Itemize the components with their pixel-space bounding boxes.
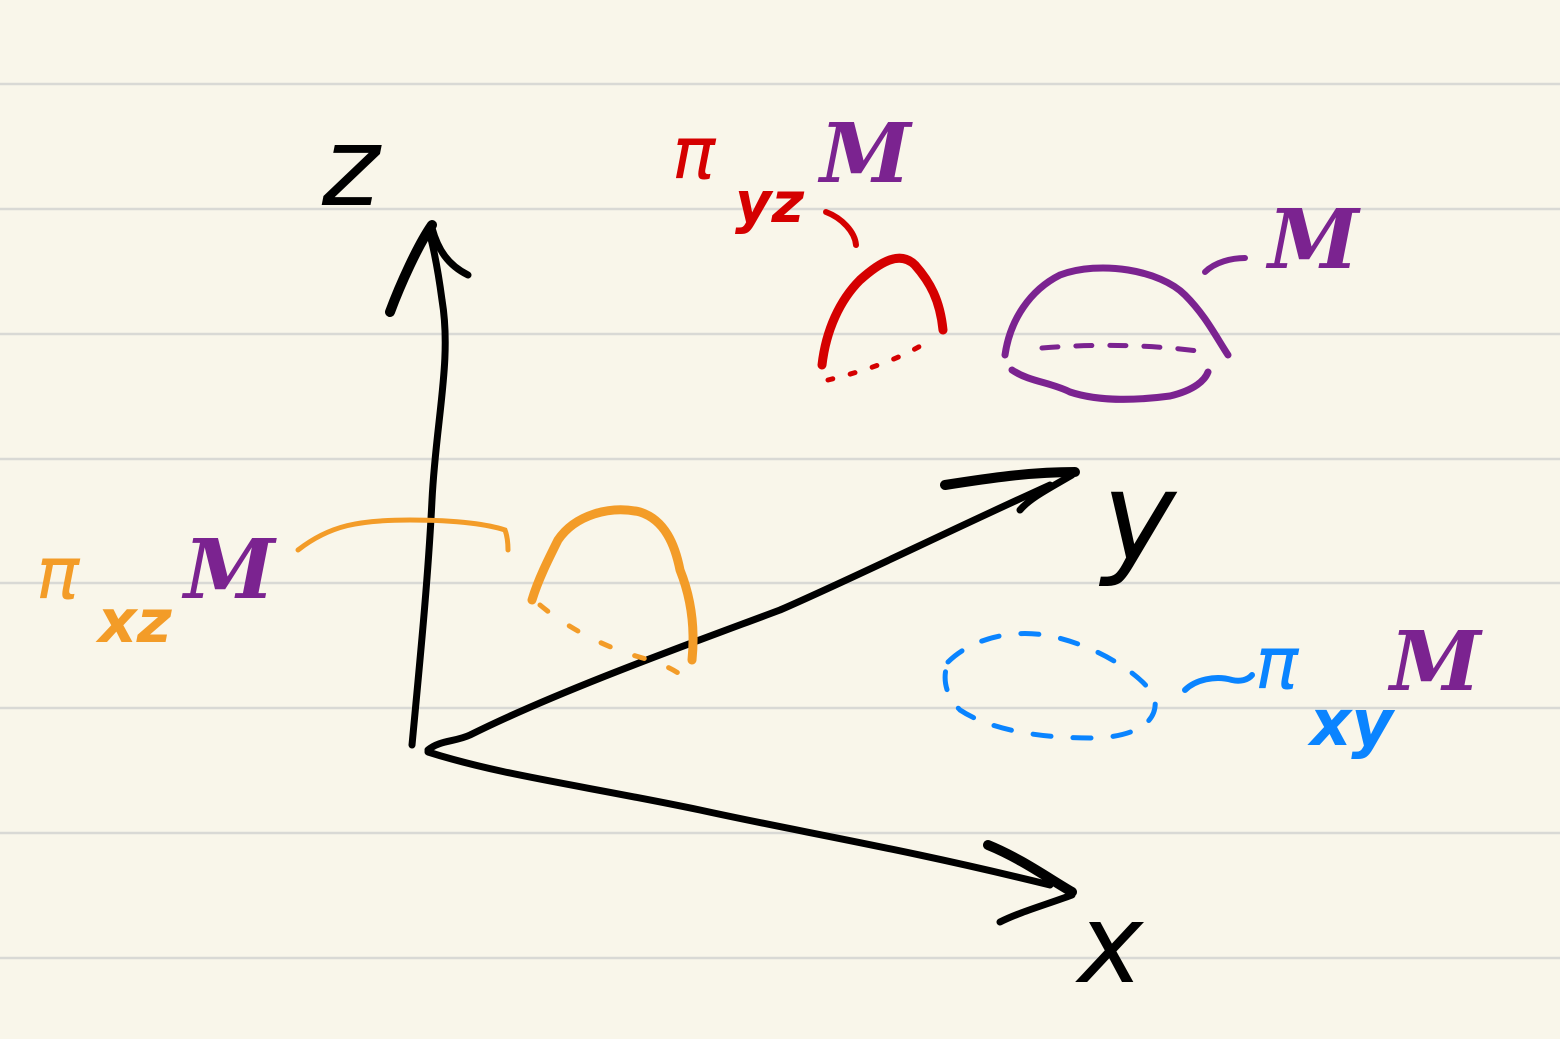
yz-pointer [823, 209, 859, 248]
xy-dashed-ellipse [942, 631, 1158, 741]
yz-label: π yz M [672, 106, 913, 236]
xy-label: π xy M [1255, 614, 1483, 761]
yz-dotted-base [825, 337, 933, 383]
xy-subscript: xy [1307, 687, 1395, 761]
xz-pi: π [36, 531, 81, 615]
manifold-pointer [1202, 255, 1248, 275]
yz-arc [817, 253, 948, 370]
z-axis-label: z [321, 103, 382, 231]
yz-projection-shape [817, 209, 948, 383]
xy-pointer [1182, 672, 1255, 693]
yz-pi: π [672, 111, 717, 195]
z-arrowhead-right [428, 224, 472, 279]
axes [385, 220, 1080, 926]
manifold-label: M [1265, 192, 1361, 288]
xy-pi: π [1255, 621, 1300, 705]
xz-dashed-base [537, 602, 688, 681]
xz-projection-shape [295, 505, 698, 681]
manifold-bottom-arc [1008, 366, 1212, 403]
y-arrowhead-bottom [1016, 471, 1076, 514]
x-arrowhead-top [983, 840, 1077, 897]
x-axis [424, 748, 1054, 889]
xz-manifold: M [181, 522, 277, 618]
x-axis-label: x [1075, 880, 1145, 1008]
y-arrowhead-top [940, 467, 1080, 490]
manifold-shape [1001, 255, 1248, 403]
y-axis-label: y [1098, 445, 1178, 590]
y-axis [424, 481, 1054, 754]
xy-projection-shape [942, 631, 1255, 741]
xz-subscript: xz [95, 587, 173, 657]
z-arrowhead-left [385, 220, 437, 317]
yz-manifold: M [817, 106, 913, 202]
ruled-lines [0, 82, 1560, 960]
manifold-dashed-edge [1039, 342, 1208, 355]
xz-label: π xz M [36, 522, 277, 657]
z-axis [408, 231, 449, 749]
x-arrowhead-bottom [996, 891, 1076, 926]
xz-arc [527, 505, 698, 665]
manifold-top-arc [1001, 264, 1232, 359]
xz-pointer [295, 517, 511, 553]
yz-subscript: yz [735, 171, 805, 236]
xy-manifold: M [1387, 614, 1483, 710]
